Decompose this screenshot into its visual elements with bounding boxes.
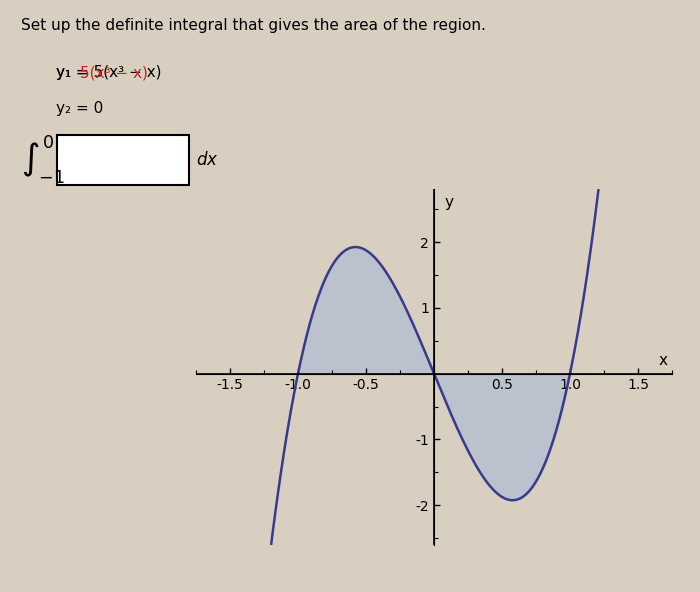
Text: 5(x³ − x): 5(x³ − x)	[80, 65, 148, 80]
Text: y₁ = 5(x³ − x): y₁ = 5(x³ − x)	[56, 65, 162, 80]
Text: x: x	[658, 353, 667, 368]
Text: $\int_{-1}^{0}$: $\int_{-1}^{0}$	[21, 134, 65, 186]
Text: y: y	[445, 195, 454, 210]
FancyBboxPatch shape	[57, 135, 189, 185]
Text: y₂ = 0: y₂ = 0	[56, 101, 104, 115]
Text: Set up the definite integral that gives the area of the region.: Set up the definite integral that gives …	[21, 18, 486, 33]
Text: y₁ =: y₁ =	[56, 65, 94, 80]
Text: $dx$: $dx$	[196, 151, 218, 169]
